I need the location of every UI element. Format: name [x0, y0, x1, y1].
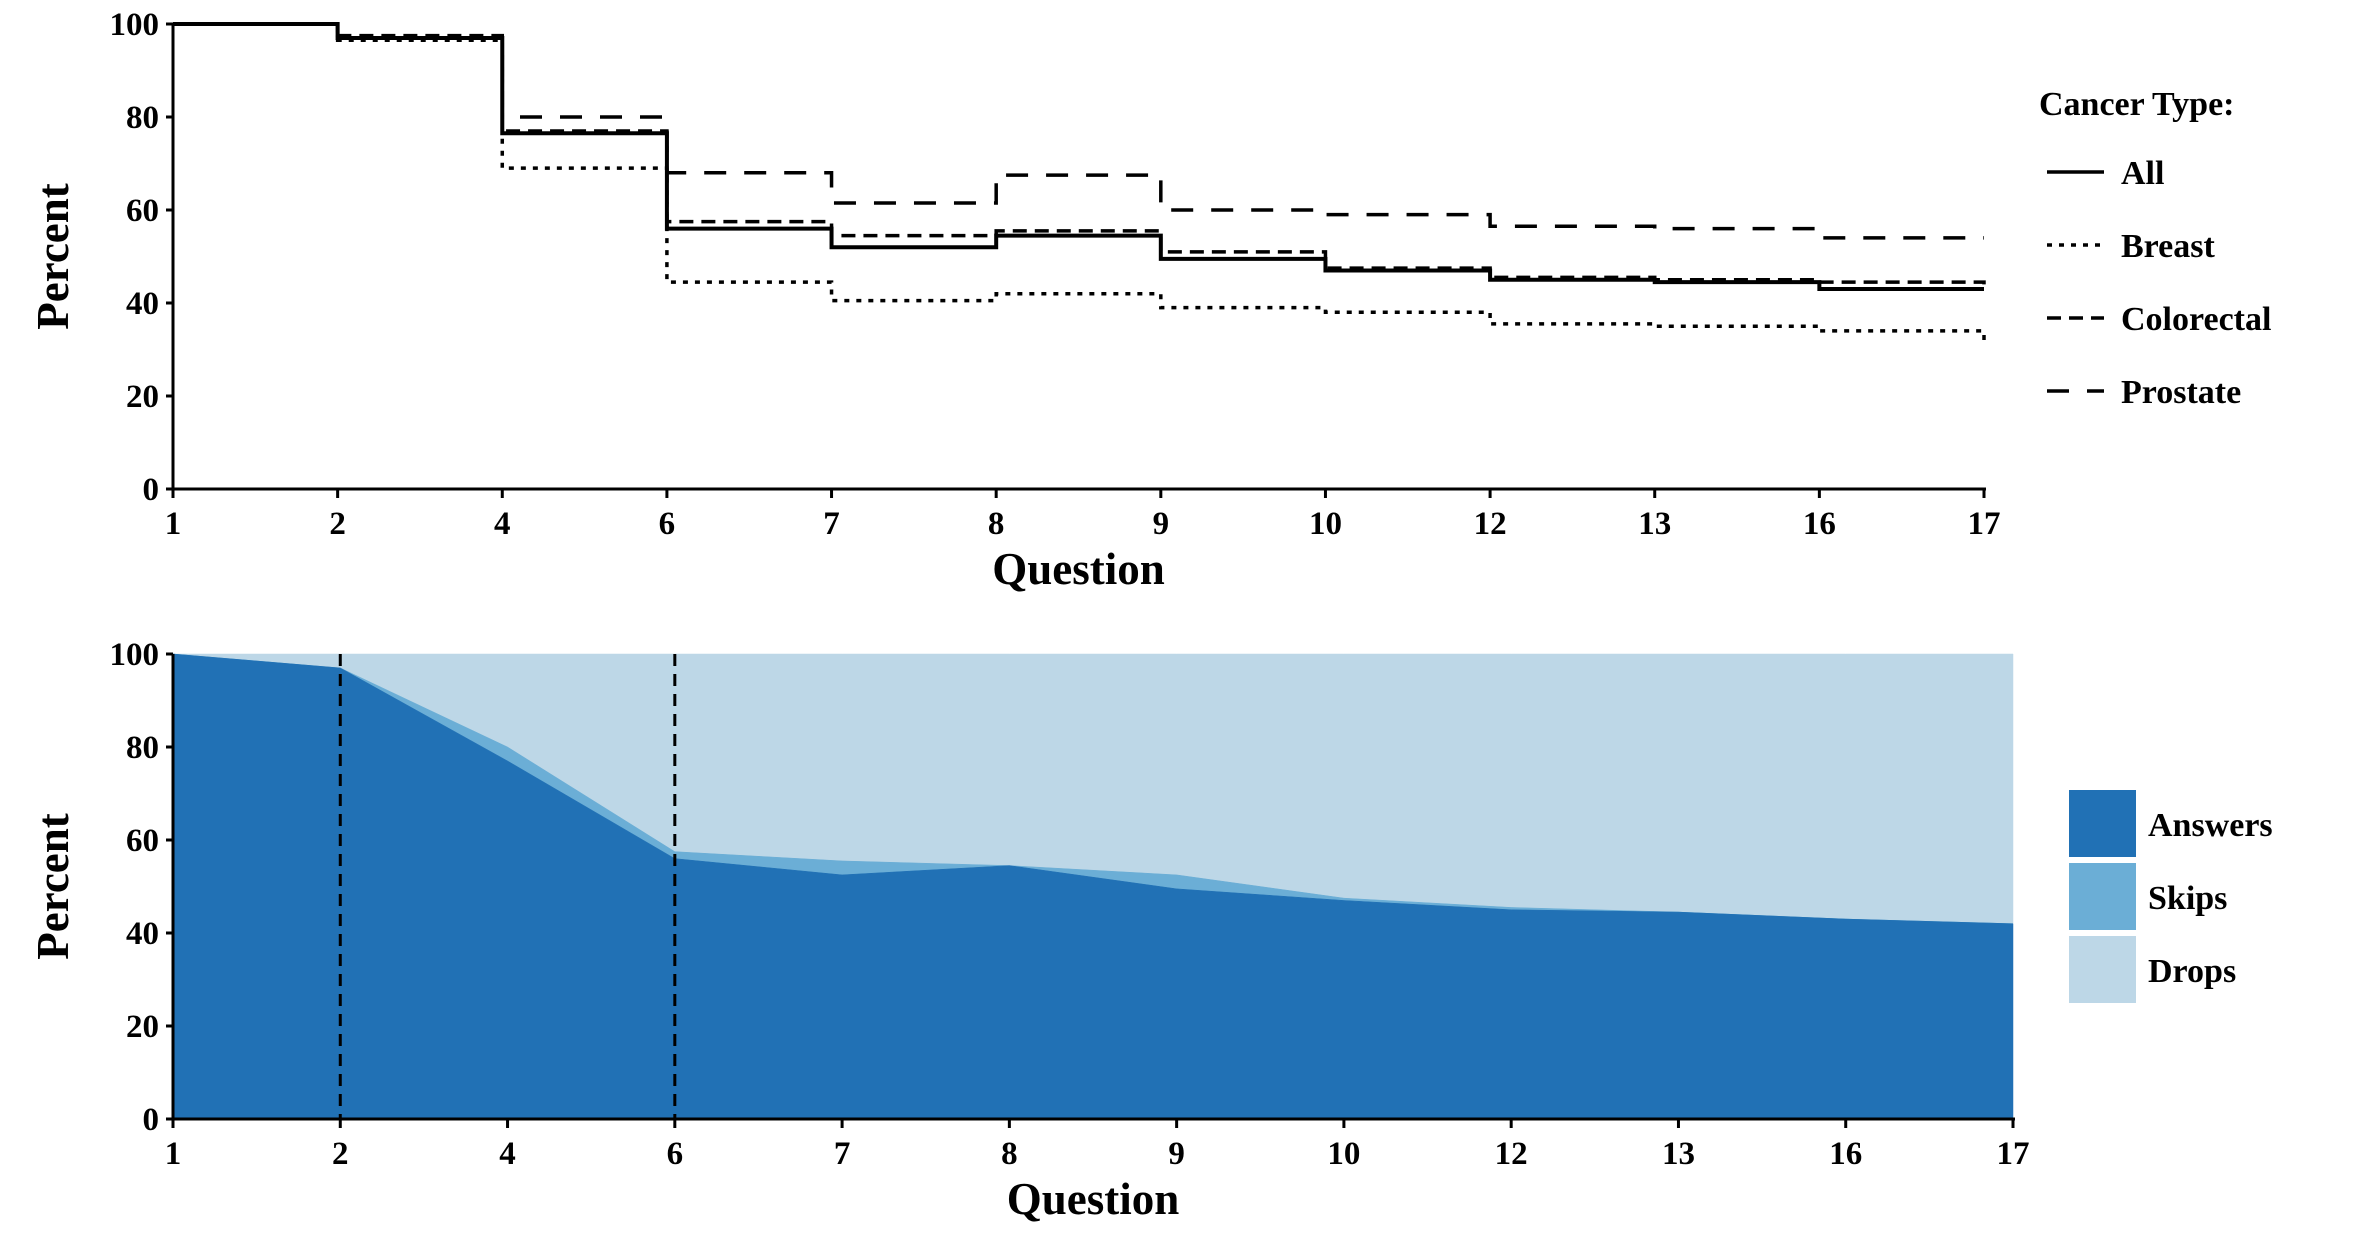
x-tick-label: 10 — [1327, 1136, 1360, 1172]
y-tick-label: 100 — [110, 7, 160, 43]
x-tick-label: 17 — [1997, 1136, 2030, 1172]
x-tick-label: 2 — [329, 506, 346, 542]
legend-swatch-answers — [2069, 790, 2136, 857]
series-line-prostate — [173, 22, 1984, 240]
y-tick-label: 0 — [143, 1102, 160, 1138]
x-tick-label: 2 — [332, 1136, 349, 1172]
x-tick-label: 8 — [988, 506, 1005, 542]
y-tick-label: 80 — [126, 100, 159, 136]
y-tick-label: 80 — [126, 730, 159, 766]
area-layers — [172, 653, 2014, 1120]
y-tick-label: 60 — [126, 823, 159, 859]
x-tick-label: 6 — [659, 506, 676, 542]
x-tick-label: 1 — [165, 1136, 182, 1172]
x-tick-label: 7 — [834, 1136, 851, 1172]
y-tick-label: 20 — [126, 379, 159, 415]
x-tick-label: 13 — [1638, 506, 1671, 542]
x-tick-label: 12 — [1495, 1136, 1528, 1172]
x-tick-label: 1 — [165, 506, 182, 542]
series-line-colorectal — [173, 22, 1986, 285]
x-tick-label: 16 — [1829, 1136, 1862, 1172]
legend-label: Colorectal — [2121, 301, 2271, 338]
y-tick-label: 40 — [126, 916, 159, 952]
x-tick-label: 17 — [1968, 506, 2001, 542]
y-tick-label: 100 — [110, 637, 160, 673]
x-axis-title: Question — [1007, 1174, 1180, 1224]
y-axis-title: Percent — [28, 813, 78, 960]
x-tick-label: 12 — [1474, 506, 1507, 542]
legend-swatch-drops — [2069, 936, 2136, 1003]
x-tick-label: 6 — [667, 1136, 684, 1172]
x-tick-label: 8 — [1001, 1136, 1018, 1172]
legend-label: Answers — [2148, 807, 2273, 844]
legend-title: Cancer Type: — [2039, 86, 2234, 123]
y-tick-label: 0 — [143, 472, 160, 508]
legend-label: Prostate — [2121, 374, 2241, 411]
legend-label: All — [2121, 155, 2164, 192]
x-tick-label: 4 — [499, 1136, 516, 1172]
x-axis-title: Question — [992, 544, 1165, 594]
legend-label: Skips — [2148, 880, 2227, 917]
x-tick-label: 9 — [1168, 1136, 1185, 1172]
y-tick-label: 40 — [126, 286, 159, 322]
x-tick-label: 10 — [1309, 506, 1342, 542]
y-tick-label: 20 — [126, 1009, 159, 1045]
x-tick-label: 9 — [1153, 506, 1170, 542]
x-tick-label: 13 — [1662, 1136, 1695, 1172]
x-tick-label: 16 — [1803, 506, 1836, 542]
y-axis-title: Percent — [28, 183, 78, 330]
series-line-breast — [173, 22, 1986, 341]
x-tick-label: 7 — [823, 506, 840, 542]
legend-label: Breast — [2121, 228, 2215, 265]
x-tick-label: 4 — [494, 506, 511, 542]
y-tick-label: 60 — [126, 193, 159, 229]
legend-swatch-skips — [2069, 863, 2136, 930]
legend-label: Drops — [2148, 953, 2236, 990]
series-line-all — [173, 22, 1984, 292]
